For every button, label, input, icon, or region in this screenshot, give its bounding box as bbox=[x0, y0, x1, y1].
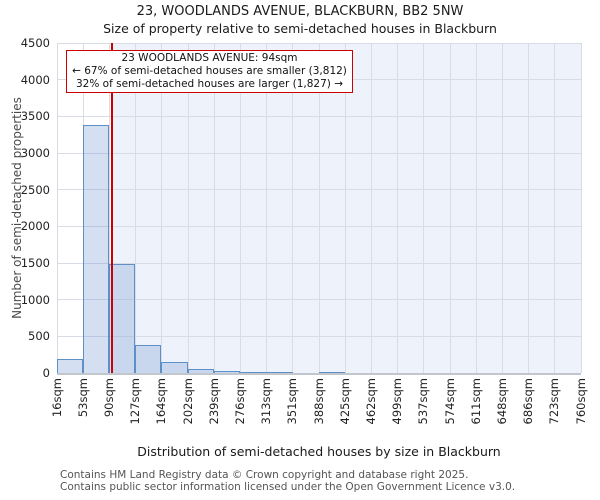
y-tick-label: 2000 bbox=[20, 219, 50, 234]
grid-line-vertical bbox=[213, 43, 215, 373]
x-tick-label: 723sqm bbox=[547, 378, 562, 425]
grid-line-horizontal bbox=[57, 335, 581, 337]
grid-line-horizontal bbox=[57, 152, 581, 154]
y-tick-label: 4000 bbox=[20, 72, 50, 87]
grid-line-vertical bbox=[134, 43, 136, 373]
histogram-bar bbox=[109, 263, 136, 373]
grid-line-vertical bbox=[56, 43, 58, 373]
x-tick-label: 686sqm bbox=[521, 378, 536, 425]
y-axis-title: Number of semi-detached properties bbox=[10, 97, 24, 319]
grid-line-vertical bbox=[292, 43, 294, 373]
x-tick-label: 313sqm bbox=[258, 378, 273, 425]
histogram-bar bbox=[161, 362, 188, 373]
x-tick-label: 351sqm bbox=[285, 378, 300, 425]
annotation-larger-share: 32% of semi-detached houses are larger (… bbox=[75, 78, 343, 90]
y-tick-label: 1500 bbox=[20, 256, 50, 270]
x-tick-label: 16sqm bbox=[49, 378, 64, 418]
x-tick-label: 53sqm bbox=[75, 378, 90, 418]
y-tick-label: 0 bbox=[42, 366, 50, 380]
chart-title: 23, WOODLANDS AVENUE, BLACKBURN, BB2 5NW bbox=[136, 4, 464, 19]
x-tick-label: 574sqm bbox=[442, 378, 457, 425]
grid-line-horizontal bbox=[57, 262, 581, 264]
grid-line-vertical bbox=[344, 43, 346, 373]
footer-line-1: Contains HM Land Registry data © Crown c… bbox=[60, 469, 469, 481]
grid-line-vertical bbox=[580, 43, 582, 373]
footer-line-2: Contains public sector information licen… bbox=[60, 480, 516, 493]
larger-region-shading bbox=[111, 43, 581, 373]
histogram-bar bbox=[83, 125, 110, 373]
histogram-bar bbox=[266, 371, 293, 373]
x-tick-label: 499sqm bbox=[389, 378, 404, 425]
marker-annotation-box: 23 WOODLANDS AVENUE: 94sqm ← 67% of semi… bbox=[66, 50, 353, 93]
x-tick-label: 648sqm bbox=[494, 378, 509, 425]
grid-line-vertical bbox=[554, 43, 556, 373]
x-tick-label: 611sqm bbox=[468, 378, 483, 425]
annotation-property-size: 23 WOODLANDS AVENUE: 94sqm bbox=[121, 52, 298, 64]
grid-line-horizontal bbox=[57, 115, 581, 117]
y-tick-label: 3500 bbox=[20, 109, 50, 124]
x-tick-label: 537sqm bbox=[416, 378, 431, 425]
histogram-bar bbox=[319, 372, 346, 374]
x-tick-label: 425sqm bbox=[337, 378, 352, 425]
x-tick-label: 239sqm bbox=[206, 378, 221, 425]
grid-line-horizontal bbox=[57, 299, 581, 301]
y-tick-label: 2500 bbox=[20, 182, 50, 197]
x-tick-label: 127sqm bbox=[127, 378, 142, 425]
grid-line-vertical bbox=[396, 43, 398, 373]
y-tick-label: 1000 bbox=[20, 292, 50, 307]
x-axis-line bbox=[57, 373, 581, 375]
grid-line-horizontal bbox=[57, 225, 581, 227]
grid-line-vertical bbox=[370, 43, 372, 373]
x-tick-label: 276sqm bbox=[232, 378, 247, 425]
y-tick-label: 3000 bbox=[20, 146, 50, 160]
attribution-footer: Contains HM Land Registry data © Crown c… bbox=[60, 469, 516, 493]
x-tick-label: 462sqm bbox=[363, 378, 378, 425]
histogram-bar bbox=[240, 371, 267, 373]
grid-line-vertical bbox=[265, 43, 267, 373]
x-tick-label: 90sqm bbox=[101, 378, 116, 418]
x-tick-label: 202sqm bbox=[180, 378, 195, 425]
grid-line-vertical bbox=[160, 43, 162, 373]
grid-line-vertical bbox=[475, 43, 477, 373]
x-tick-label: 388sqm bbox=[311, 378, 326, 425]
grid-line-horizontal bbox=[57, 189, 581, 191]
chart-subtitle: Size of property relative to semi-detach… bbox=[103, 21, 497, 36]
histogram-bar bbox=[135, 345, 162, 373]
annotation-smaller-share: ← 67% of semi-detached houses are smalle… bbox=[72, 65, 347, 77]
y-tick-label: 500 bbox=[28, 329, 50, 344]
x-tick-label: 760sqm bbox=[573, 378, 588, 425]
grid-line-vertical bbox=[318, 43, 320, 373]
x-axis-title: Distribution of semi-detached houses by … bbox=[137, 444, 501, 459]
grid-line-horizontal bbox=[57, 42, 581, 44]
grid-line-vertical bbox=[501, 43, 503, 373]
grid-line-vertical bbox=[187, 43, 189, 373]
grid-line-vertical bbox=[239, 43, 241, 373]
grid-line-vertical bbox=[108, 43, 110, 373]
x-tick-label: 164sqm bbox=[153, 378, 168, 425]
y-tick-label: 4500 bbox=[20, 36, 50, 50]
histogram-bar bbox=[214, 371, 241, 373]
grid-line-vertical bbox=[449, 43, 451, 373]
grid-line-vertical bbox=[528, 43, 530, 373]
grid-line-vertical bbox=[423, 43, 425, 373]
property-size-marker-line bbox=[111, 43, 113, 373]
histogram-bar bbox=[188, 369, 215, 373]
histogram-bar bbox=[57, 359, 84, 373]
